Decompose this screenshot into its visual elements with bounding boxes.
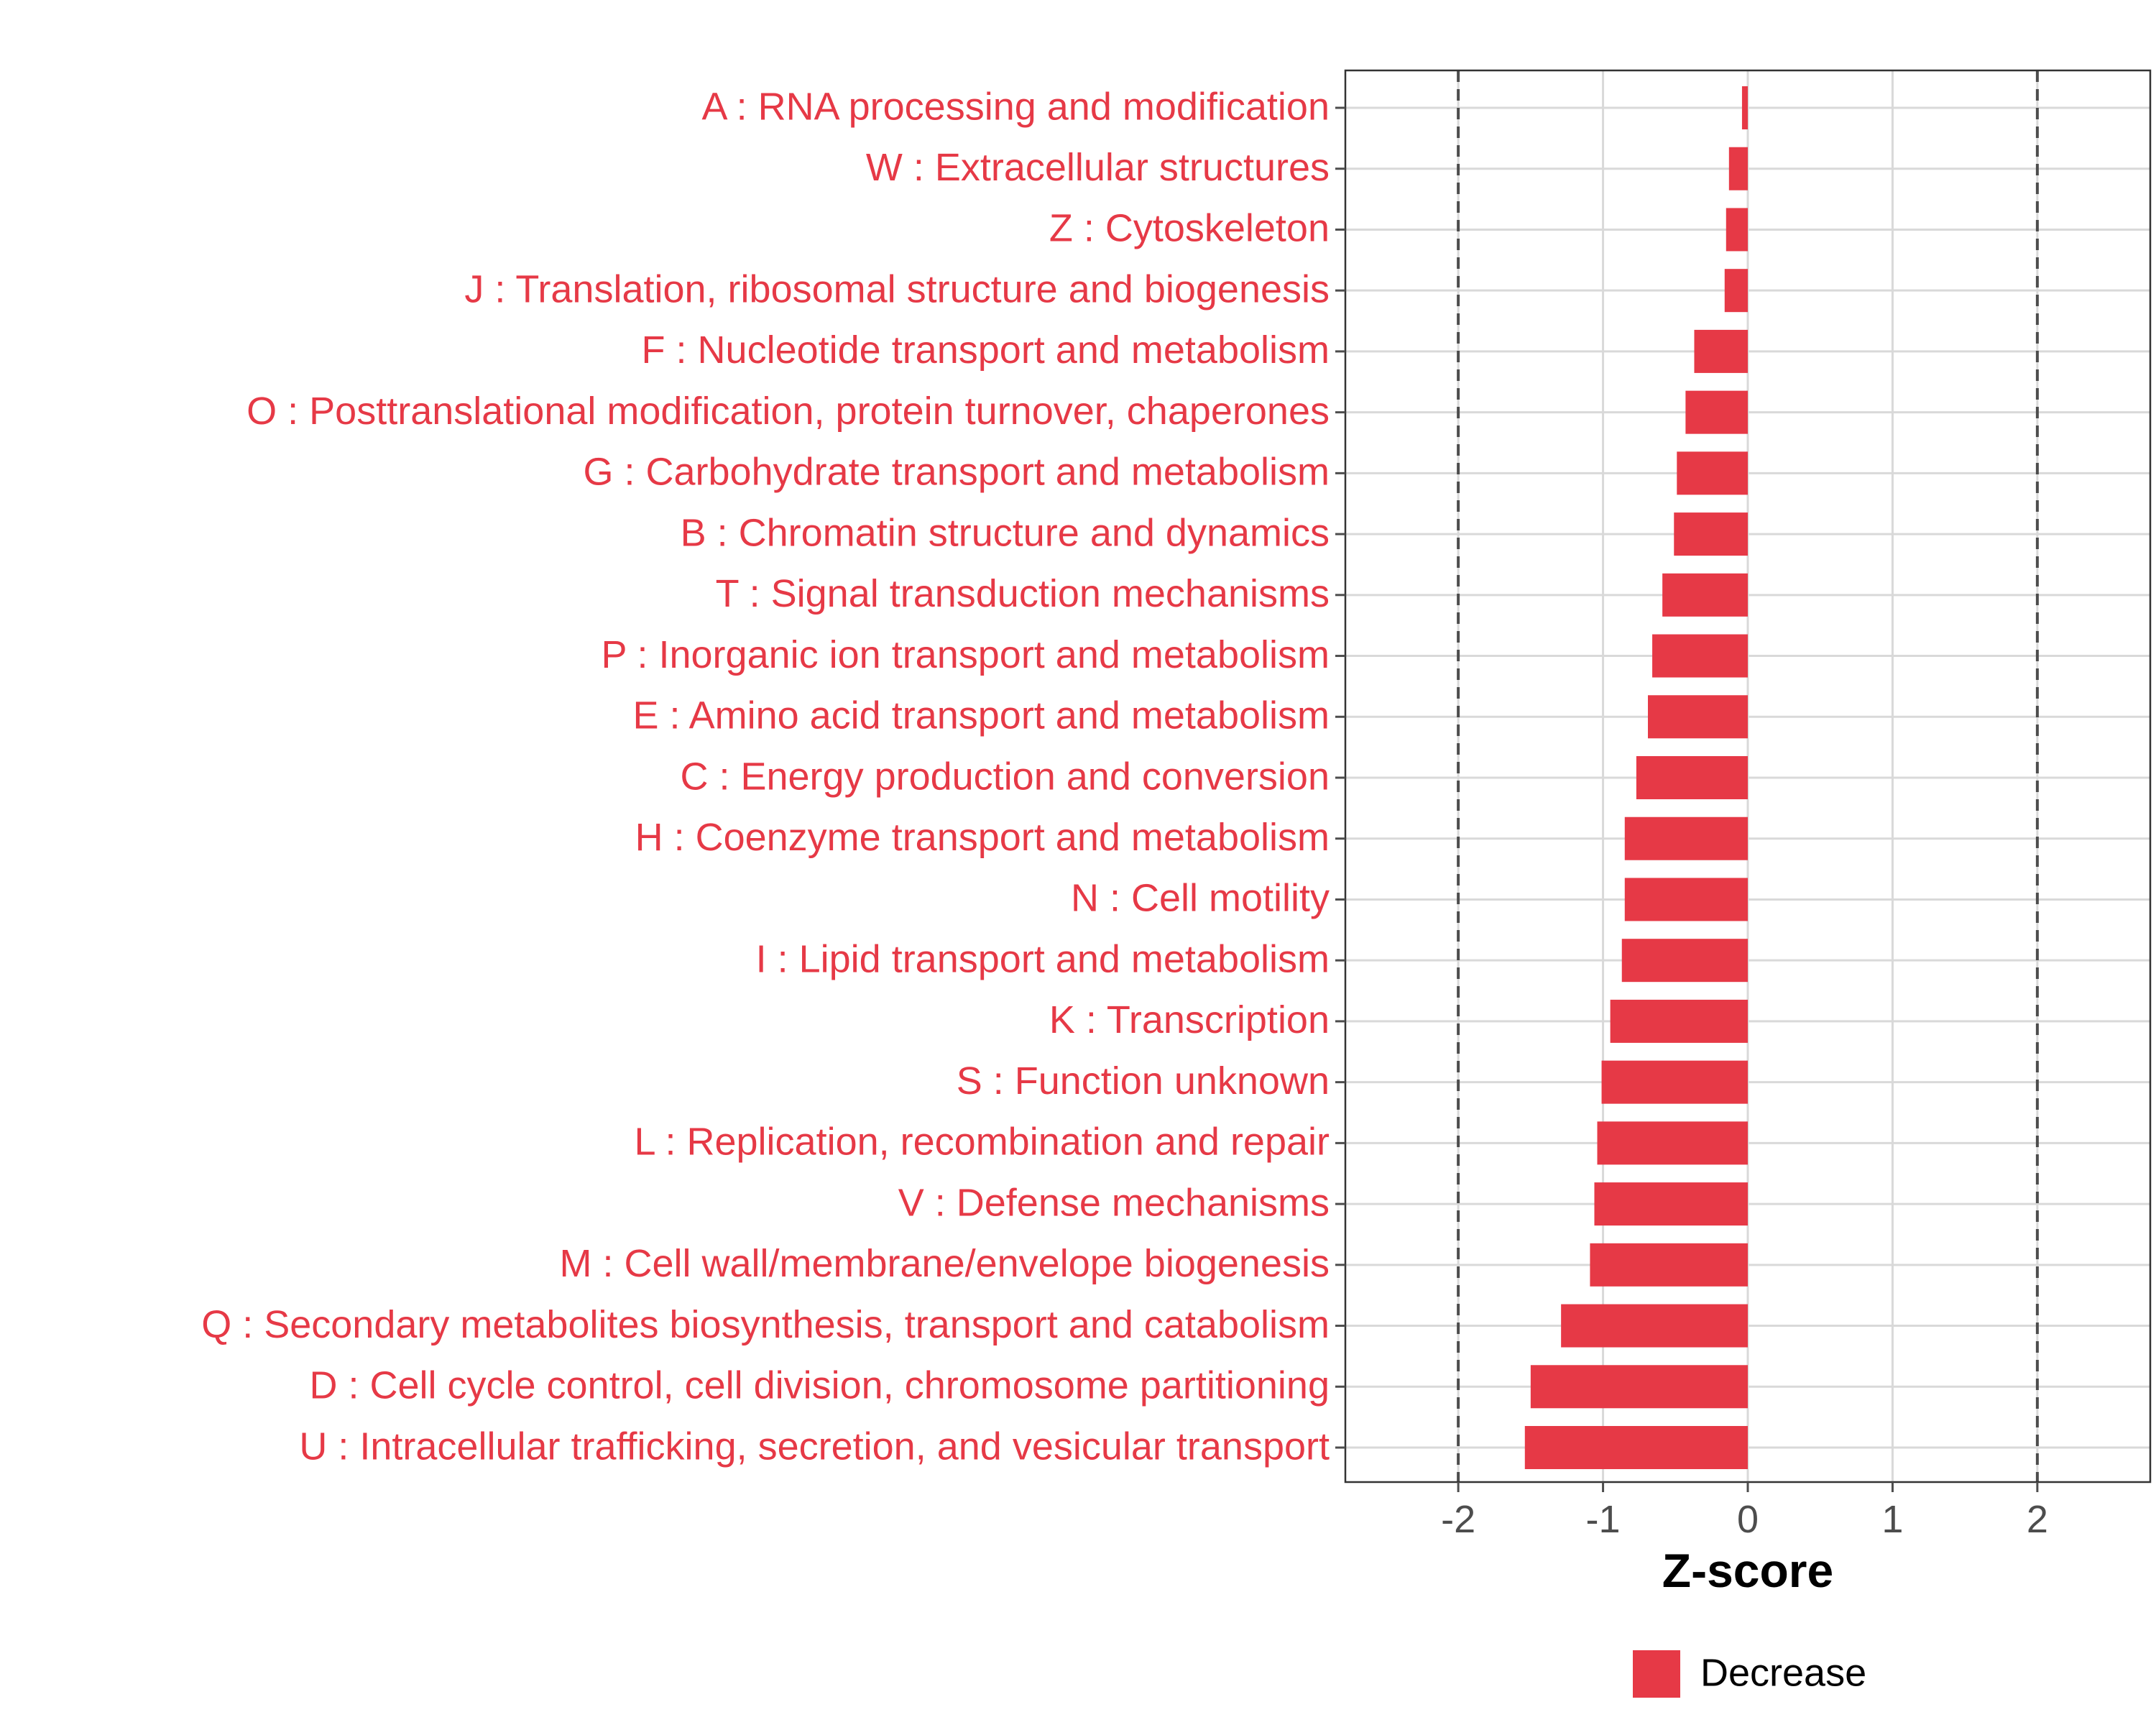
bar — [1610, 999, 1748, 1043]
legend: Decrease — [1633, 1650, 1866, 1698]
category-label: G : Carbohydrate transport and metabolis… — [584, 451, 1330, 494]
bar — [1741, 86, 1748, 129]
category-label: U : Intracellular trafficking, secretion… — [299, 1425, 1330, 1468]
category-label: B : Chromatin structure and dynamics — [681, 511, 1330, 554]
category-label: W : Extracellular structures — [866, 146, 1330, 189]
category-label: P : Inorganic ion transport and metaboli… — [601, 633, 1330, 676]
reference-lines — [1457, 70, 2039, 1482]
bar — [1621, 939, 1748, 983]
category-label: H : Coenzyme transport and metabolism — [635, 816, 1330, 859]
category-label: N : Cell motility — [1071, 877, 1330, 920]
x-tick-label: -1 — [1586, 1498, 1621, 1541]
x-tick-label: 0 — [1737, 1498, 1759, 1541]
category-label: F : Nucleotide transport and metabolism — [642, 328, 1330, 372]
category-label: V : Defense mechanisms — [898, 1181, 1330, 1224]
x-axis-ticks: -2 -1 0 1 2 — [1441, 1482, 2048, 1541]
category-label: E : Amino acid transport and metabolism — [633, 694, 1330, 737]
bar — [1724, 269, 1748, 313]
bar — [1636, 756, 1748, 799]
x-tick-label: 2 — [2027, 1498, 2048, 1541]
category-label: M : Cell wall/membrane/envelope biogenes… — [559, 1242, 1330, 1285]
x-tick-label: 1 — [1881, 1498, 1903, 1541]
bar — [1594, 1182, 1748, 1226]
bar — [1652, 634, 1748, 678]
bar — [1561, 1304, 1748, 1348]
bar — [1694, 329, 1748, 373]
category-label: Z : Cytoskeleton — [1049, 207, 1330, 250]
bar — [1728, 147, 1748, 190]
bar — [1601, 1060, 1748, 1104]
bar — [1648, 695, 1748, 739]
category-label: A : RNA processing and modification — [702, 85, 1330, 128]
x-axis-title: Z-score — [1662, 1544, 1833, 1597]
category-label: O : Posttranslational modification, prot… — [247, 390, 1330, 433]
category-label: L : Replication, recombination and repai… — [634, 1121, 1330, 1164]
bar — [1524, 1426, 1748, 1469]
bars — [1524, 86, 1748, 1469]
category-label: Q : Secondary metabolites biosynthesis, … — [201, 1303, 1330, 1346]
bar — [1597, 1121, 1748, 1165]
legend-key-decrease — [1633, 1650, 1680, 1698]
category-label: D : Cell cycle control, cell division, c… — [309, 1364, 1330, 1407]
bar — [1624, 816, 1748, 860]
legend-label-decrease: Decrease — [1700, 1651, 1866, 1694]
category-label: S : Function unknown — [957, 1059, 1330, 1103]
y-axis-labels: A : RNA processing and modification W : E… — [201, 85, 1330, 1468]
bar — [1530, 1365, 1748, 1409]
bar — [1624, 878, 1748, 921]
bar — [1674, 512, 1748, 556]
bar — [1677, 451, 1748, 495]
bar — [1685, 390, 1748, 434]
category-label: J : Translation, ribosomal structure and… — [464, 267, 1330, 310]
bar — [1590, 1243, 1748, 1287]
category-label: K : Transcription — [1049, 998, 1330, 1041]
category-label: T : Signal transduction mechanisms — [716, 572, 1330, 615]
bar — [1662, 573, 1748, 617]
bar — [1726, 208, 1748, 252]
category-label: I : Lipid transport and metabolism — [756, 937, 1330, 980]
category-label: C : Energy production and conversion — [680, 755, 1330, 798]
y-axis-ticks — [1335, 106, 1345, 1449]
x-tick-label: -2 — [1441, 1498, 1475, 1541]
